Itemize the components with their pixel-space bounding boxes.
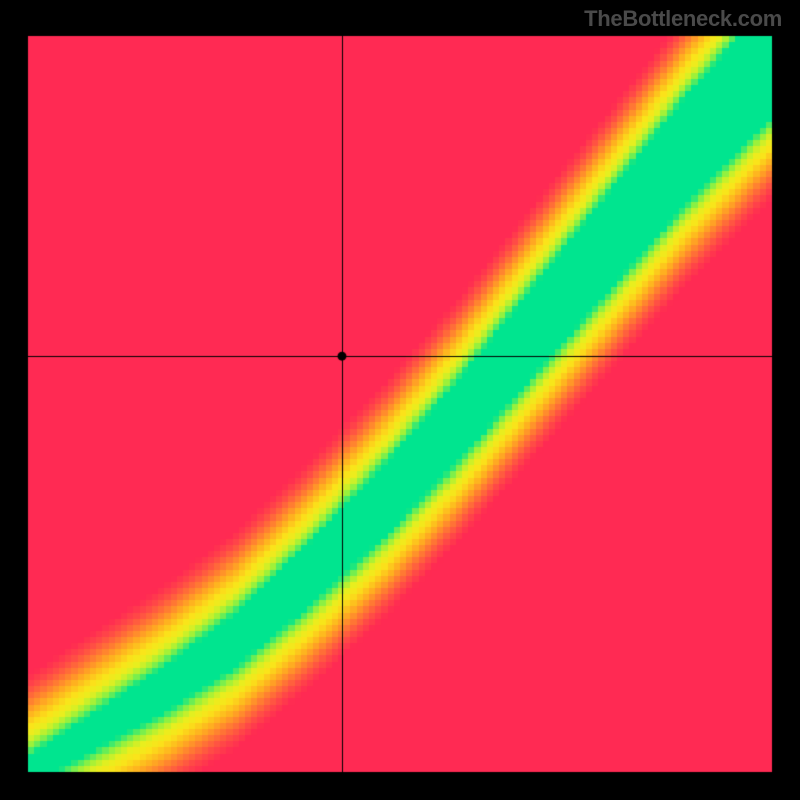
bottleneck-heatmap-canvas	[0, 0, 800, 800]
watermark-label: TheBottleneck.com	[584, 6, 782, 32]
chart-container: TheBottleneck.com	[0, 0, 800, 800]
